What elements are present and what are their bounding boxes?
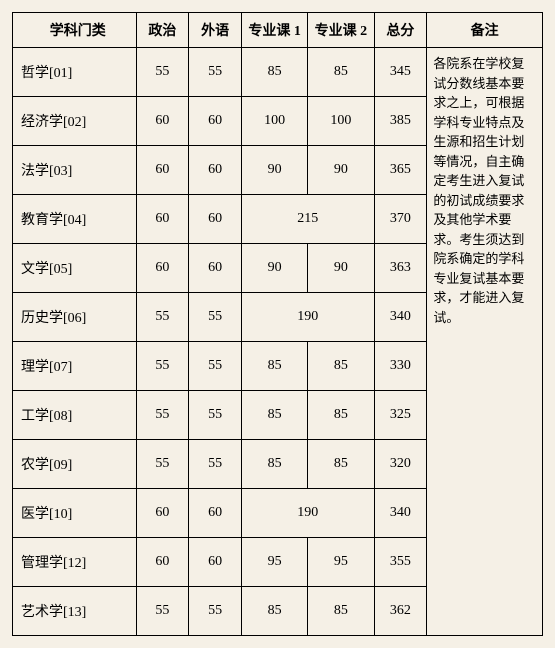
cell-politics: 60 [136, 489, 189, 538]
cell-major2: 90 [308, 244, 374, 293]
cell-subject: 医学[10] [13, 489, 137, 538]
header-total: 总分 [374, 13, 427, 48]
cell-major2: 85 [308, 48, 374, 97]
cell-politics: 55 [136, 48, 189, 97]
cell-major-merged: 190 [242, 293, 375, 342]
header-politics: 政治 [136, 13, 189, 48]
cell-subject: 历史学[06] [13, 293, 137, 342]
cell-major2: 85 [308, 391, 374, 440]
cell-major1: 90 [242, 146, 308, 195]
cell-foreign: 55 [189, 48, 242, 97]
cell-politics: 55 [136, 342, 189, 391]
cell-foreign: 60 [189, 97, 242, 146]
cell-major-merged: 190 [242, 489, 375, 538]
cell-politics: 55 [136, 587, 189, 636]
cell-total: 330 [374, 342, 427, 391]
cell-subject: 文学[05] [13, 244, 137, 293]
header-note: 备注 [427, 13, 543, 48]
cell-subject: 工学[08] [13, 391, 137, 440]
cell-foreign: 55 [189, 342, 242, 391]
header-row: 学科门类 政治 外语 专业课 1 专业课 2 总分 备注 [13, 13, 543, 48]
cell-foreign: 60 [189, 146, 242, 195]
cell-politics: 55 [136, 391, 189, 440]
score-table: 学科门类 政治 外语 专业课 1 专业课 2 总分 备注 哲学[01]55558… [12, 12, 543, 636]
cell-major1: 90 [242, 244, 308, 293]
cell-subject: 哲学[01] [13, 48, 137, 97]
header-major2: 专业课 2 [308, 13, 374, 48]
cell-total: 363 [374, 244, 427, 293]
cell-politics: 55 [136, 293, 189, 342]
cell-foreign: 55 [189, 440, 242, 489]
cell-foreign: 55 [189, 391, 242, 440]
cell-total: 340 [374, 293, 427, 342]
cell-politics: 60 [136, 195, 189, 244]
cell-subject: 艺术学[13] [13, 587, 137, 636]
cell-politics: 60 [136, 146, 189, 195]
cell-major1: 85 [242, 440, 308, 489]
table-row: 哲学[01]55558585345各院系在学校复试分数线基本要求之上，可根据学科… [13, 48, 543, 97]
cell-total: 355 [374, 538, 427, 587]
cell-subject: 理学[07] [13, 342, 137, 391]
cell-total: 370 [374, 195, 427, 244]
cell-major1: 85 [242, 587, 308, 636]
cell-major2: 95 [308, 538, 374, 587]
cell-total: 325 [374, 391, 427, 440]
header-subject: 学科门类 [13, 13, 137, 48]
cell-major2: 85 [308, 440, 374, 489]
cell-politics: 60 [136, 244, 189, 293]
cell-major1: 85 [242, 391, 308, 440]
cell-subject: 教育学[04] [13, 195, 137, 244]
cell-politics: 60 [136, 538, 189, 587]
cell-foreign: 55 [189, 293, 242, 342]
cell-subject: 农学[09] [13, 440, 137, 489]
table-body: 哲学[01]55558585345各院系在学校复试分数线基本要求之上，可根据学科… [13, 48, 543, 636]
cell-subject: 管理学[12] [13, 538, 137, 587]
cell-total: 365 [374, 146, 427, 195]
cell-foreign: 60 [189, 244, 242, 293]
cell-foreign: 60 [189, 538, 242, 587]
cell-major1: 85 [242, 48, 308, 97]
cell-major1: 85 [242, 342, 308, 391]
cell-major2: 85 [308, 342, 374, 391]
cell-note: 各院系在学校复试分数线基本要求之上，可根据学科专业特点及生源和招生计划等情况，自… [427, 48, 543, 636]
cell-major2: 85 [308, 587, 374, 636]
cell-total: 362 [374, 587, 427, 636]
cell-foreign: 55 [189, 587, 242, 636]
header-foreign: 外语 [189, 13, 242, 48]
cell-subject: 经济学[02] [13, 97, 137, 146]
header-major1: 专业课 1 [242, 13, 308, 48]
cell-foreign: 60 [189, 195, 242, 244]
cell-subject: 法学[03] [13, 146, 137, 195]
cell-total: 345 [374, 48, 427, 97]
cell-foreign: 60 [189, 489, 242, 538]
cell-total: 320 [374, 440, 427, 489]
cell-total: 385 [374, 97, 427, 146]
cell-major2: 90 [308, 146, 374, 195]
cell-total: 340 [374, 489, 427, 538]
cell-politics: 60 [136, 97, 189, 146]
cell-major-merged: 215 [242, 195, 375, 244]
cell-politics: 55 [136, 440, 189, 489]
cell-major2: 100 [308, 97, 374, 146]
cell-major1: 100 [242, 97, 308, 146]
cell-major1: 95 [242, 538, 308, 587]
